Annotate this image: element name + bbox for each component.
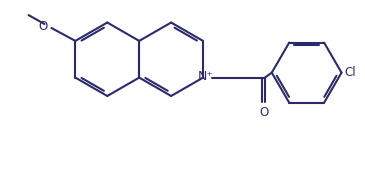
Text: Cl: Cl bbox=[345, 66, 356, 79]
Text: O: O bbox=[38, 20, 47, 33]
Text: N⁺: N⁺ bbox=[198, 70, 214, 83]
Text: O: O bbox=[259, 106, 268, 119]
